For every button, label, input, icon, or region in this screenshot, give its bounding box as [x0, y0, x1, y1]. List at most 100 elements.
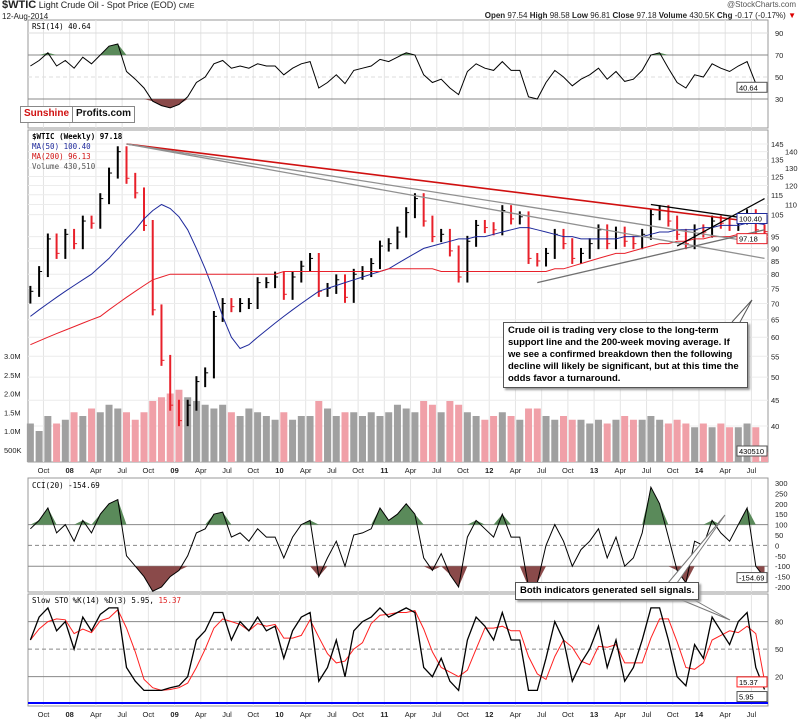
chart-title: $WTIC Light Crude Oil - Spot Price (EOD)… [2, 0, 194, 12]
volume-bar [306, 416, 314, 462]
x-axis-label: Oct [247, 710, 260, 719]
price-tick-label: 55 [771, 352, 779, 361]
cci-tick-label: 50 [775, 531, 783, 540]
ma50-last-label: 100.40 [739, 214, 762, 223]
volume-bar [463, 412, 471, 462]
volume-bar [525, 408, 533, 462]
x-axis-label: Jul [117, 466, 127, 475]
volume-bar [726, 427, 734, 462]
x-axis-label: Apr [90, 466, 102, 475]
copyright: @StockCharts.com [726, 0, 796, 9]
x-axis-label: 11 [380, 710, 388, 719]
change-label: Chg [716, 11, 733, 20]
volume-bar [227, 412, 235, 462]
price-tick-label: 145 [771, 140, 784, 149]
volume-bar [26, 423, 34, 462]
price-tick-label: 110 [785, 200, 797, 209]
cci-oversold-fill [30, 566, 765, 592]
volume-bar [761, 452, 769, 462]
exchange: CME [178, 3, 195, 10]
x-axis-label: Oct [457, 466, 470, 475]
low-value: 96.81 [590, 11, 611, 20]
x-axis-label: 14 [695, 710, 704, 719]
volume-tick-label: 500K [4, 446, 22, 455]
price-tick-label: 105 [771, 211, 784, 220]
volume-tick-label: 3.0M [4, 352, 21, 361]
volume-legend: Volume 430,510 [32, 162, 96, 171]
volume-bar [516, 419, 524, 462]
open-label: Open [484, 11, 506, 20]
volume-bar [105, 404, 113, 462]
volume-bar [262, 416, 270, 462]
x-axis-label: Apr [510, 710, 522, 719]
x-axis-label: 14 [695, 466, 704, 475]
x-axis-label: Jul [642, 710, 652, 719]
price-tick-label: 135 [771, 156, 784, 165]
price-tick-label: 140 [785, 148, 798, 157]
cci-tick-label: -150 [775, 573, 790, 582]
x-axis-label: Apr [719, 466, 731, 475]
volume-value: 430.5K [689, 11, 715, 20]
instrument-name: Light Crude Oil - Spot Price (EOD) [38, 0, 177, 10]
cci-legend: CCI(20) -154.69 [32, 481, 100, 490]
volume-bar [594, 419, 602, 462]
cci-tick-label: -50 [775, 552, 786, 561]
annotation-pointer [731, 299, 753, 323]
price-tick-label: 120 [785, 181, 798, 190]
volume-bar [411, 412, 419, 462]
volume-bar [350, 412, 358, 462]
volume-bar [752, 427, 760, 462]
x-axis-label: Apr [300, 710, 312, 719]
volume-bar [603, 423, 611, 462]
volume-bar [612, 419, 620, 462]
volume-bar [79, 416, 87, 462]
volume-bar [472, 416, 480, 462]
volume-bar [376, 416, 384, 462]
volume-bar [490, 416, 498, 462]
volume-bar [166, 393, 174, 462]
x-axis-label: Apr [614, 710, 626, 719]
cci-last-label-box [736, 572, 768, 584]
rsi-tick-label: 90 [775, 29, 783, 38]
x-axis-label: Oct [562, 710, 575, 719]
price-tick-label: 95 [771, 233, 779, 242]
price-legend: $WTIC (Weekly) 97.18 [32, 132, 123, 141]
volume-bar [629, 419, 637, 462]
volume-tick-label: 1.0M [4, 427, 21, 436]
x-axis-label: Apr [195, 466, 207, 475]
price-tick-label: 130 [785, 164, 798, 173]
price-tick-label: 60 [771, 333, 779, 342]
volume-bar [157, 397, 165, 462]
volume-bar [647, 416, 655, 462]
x-axis-label: 08 [66, 466, 74, 475]
cci-tick-label: 0 [775, 541, 779, 550]
x-axis-label: Apr [405, 466, 417, 475]
volume-bar [271, 419, 279, 462]
x-axis-label: 12 [485, 466, 493, 475]
x-axis-label: Jul [642, 466, 652, 475]
volume-bar [437, 412, 445, 462]
volume-bar [621, 416, 629, 462]
volume-bar [507, 416, 515, 462]
sto-legend-k: Slow STO %K(14) %D(3) 5.95, [32, 596, 154, 605]
x-axis-label: Oct [247, 466, 260, 475]
ma200-legend: MA(200) 96.13 [32, 152, 91, 161]
volume-bar [254, 412, 262, 462]
volume-bar [114, 408, 122, 462]
volume-bar [236, 416, 244, 462]
x-axis-label: Oct [457, 710, 470, 719]
volume-bar [533, 408, 541, 462]
x-axis-label: Apr [90, 710, 102, 719]
main-annotation: Crude oil is trading very close to the l… [503, 322, 748, 388]
volume-bar [691, 427, 699, 462]
rsi-oversold-fill [30, 99, 765, 108]
cci-tick-label: -100 [775, 562, 790, 571]
volume-bar [184, 397, 192, 462]
volume-bar [289, 419, 297, 462]
volume-bar [568, 419, 576, 462]
volume-bar [498, 412, 506, 462]
x-axis-label: Oct [38, 710, 51, 719]
x-axis-label: Apr [405, 710, 417, 719]
price-tick-label: 75 [771, 284, 779, 293]
price-tick-label: 90 [771, 244, 779, 253]
